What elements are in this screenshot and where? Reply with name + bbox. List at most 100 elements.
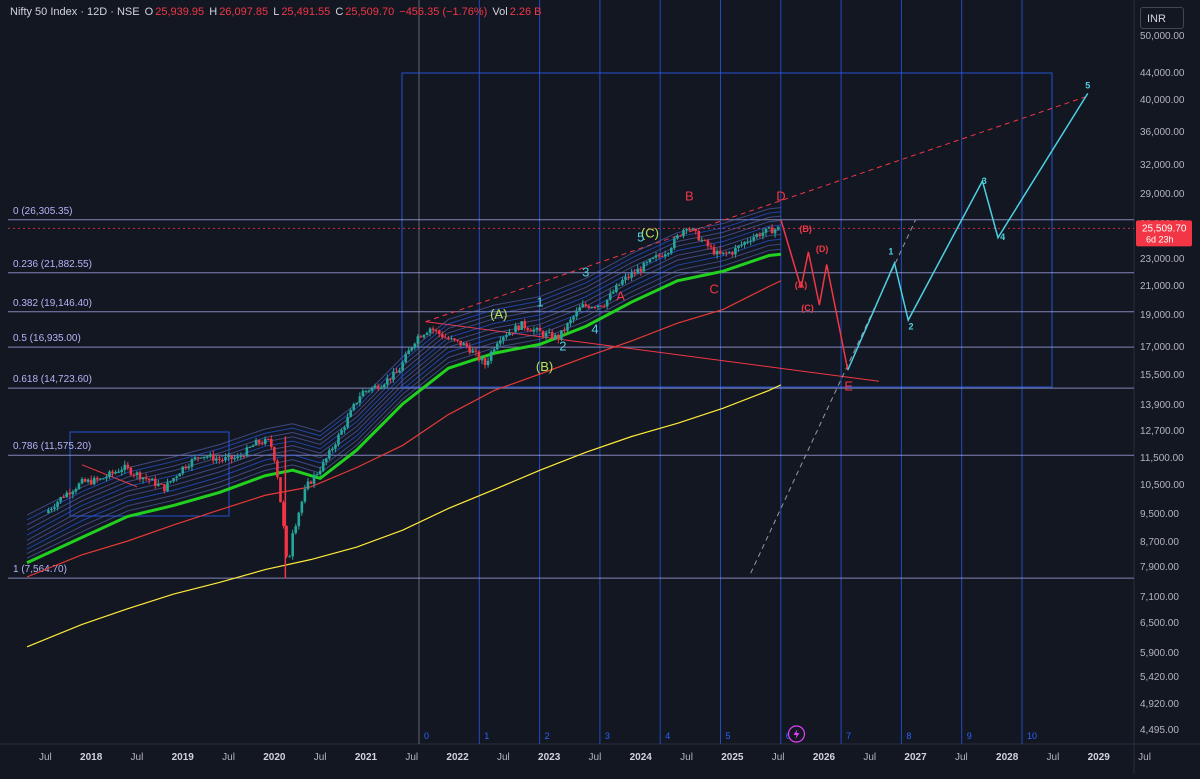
candle-body (318, 470, 322, 475)
time-tick-label: Jul (863, 752, 876, 763)
fib-level-label: 0.786 (11,575.20) (13, 441, 91, 452)
candle-body (581, 304, 585, 308)
candle-body (666, 253, 670, 255)
candle-body (416, 336, 420, 344)
candle-body (263, 438, 267, 444)
candle-body (740, 244, 743, 246)
candle-body (529, 330, 533, 332)
candle-body (376, 385, 380, 389)
candle-body (89, 479, 93, 485)
candle-body (563, 330, 566, 332)
candle-body (379, 387, 383, 389)
candle-body (673, 238, 676, 249)
candle-body (242, 456, 246, 458)
price-tick-label: 13,900.00 (1140, 400, 1185, 411)
candle-body (679, 235, 682, 237)
price-tick-label: 44,000.00 (1140, 68, 1185, 79)
candle-body (517, 325, 520, 331)
candle-body (456, 339, 459, 341)
candle-body (92, 477, 96, 485)
candle-body (724, 252, 728, 254)
volume-label: Vol (492, 6, 508, 18)
price-tick-label: 8,700.00 (1140, 537, 1179, 548)
candle-body (773, 229, 777, 234)
time-tick-label: 2022 (446, 752, 469, 763)
candle-body (407, 350, 411, 355)
time-cycle-label: 4 (665, 731, 670, 741)
wave-label: 2 (559, 338, 566, 353)
candle-body (398, 370, 401, 373)
candle-body (718, 251, 722, 254)
candle-body (492, 349, 496, 352)
candle-body (367, 390, 371, 392)
candle-body (352, 404, 356, 411)
candle-body (425, 332, 429, 335)
candle-body (575, 310, 578, 317)
candle-body (599, 305, 603, 307)
candle-body (444, 337, 447, 339)
candle-body (752, 237, 756, 241)
candle-body (157, 483, 160, 486)
candle-body (520, 321, 523, 331)
candle-body (53, 507, 56, 509)
candle-body (236, 456, 240, 459)
price-tick-label: 21,000.00 (1140, 281, 1185, 292)
candle-body (618, 284, 621, 286)
ema-green-line (26, 252, 782, 565)
candle-body (532, 329, 536, 332)
candle-body (514, 325, 517, 333)
ema-ribbon-line (26, 224, 781, 536)
time-cycle-label: 1 (484, 731, 489, 741)
candle-body (334, 444, 337, 449)
candle-body (108, 471, 111, 478)
ema-ribbon-line (26, 233, 781, 546)
wave-label: C (709, 281, 718, 296)
candle-body (175, 476, 178, 478)
candle-body (370, 387, 374, 391)
time-cycle-label: 0 (424, 731, 429, 741)
candle-body (544, 332, 548, 337)
time-tick-label: 2028 (996, 752, 1019, 763)
candle-body (239, 456, 243, 458)
candle-body (114, 471, 117, 474)
candle-body (602, 306, 606, 308)
wave-label: (B) (799, 224, 812, 234)
candle-body (309, 481, 313, 484)
candle-body (233, 458, 236, 460)
candle-body (627, 276, 630, 278)
candle-body (755, 234, 759, 238)
time-cycle-label: 10 (1027, 731, 1037, 741)
candle-body (578, 307, 581, 311)
candle-body (129, 467, 133, 475)
time-tick-label: 2026 (813, 752, 836, 763)
candle-body (499, 340, 502, 344)
high-label: H (209, 6, 218, 18)
time-tick-label: 2024 (630, 752, 653, 763)
ema-ribbon-line (26, 243, 781, 555)
candle-body (74, 489, 78, 492)
candle-body (361, 390, 365, 397)
candle-body (505, 335, 508, 337)
candle-body (288, 556, 291, 558)
candle-body (450, 338, 453, 340)
time-tick-label: 2029 (1088, 752, 1111, 763)
candle-body (202, 456, 206, 458)
candle-body (535, 327, 539, 330)
candle-body (50, 508, 53, 511)
last-price-countdown: 6d 23h (1146, 234, 1174, 244)
candle-body (413, 343, 417, 348)
price-tick-label: 4,495.00 (1140, 725, 1179, 736)
candle-body (208, 454, 212, 457)
wave-label: 3 (982, 176, 987, 186)
candle-body (508, 332, 511, 336)
currency-selector[interactable]: INR (1140, 7, 1184, 29)
candle-body (691, 228, 694, 230)
symbol-title[interactable]: Nifty 50 Index · 12D · NSE (10, 6, 140, 18)
price-tick-label: 7,100.00 (1140, 592, 1179, 603)
candle-body (663, 254, 667, 257)
candle-body (587, 306, 591, 309)
price-tick-label: 10,500.00 (1140, 480, 1185, 491)
candle-body (169, 481, 172, 483)
